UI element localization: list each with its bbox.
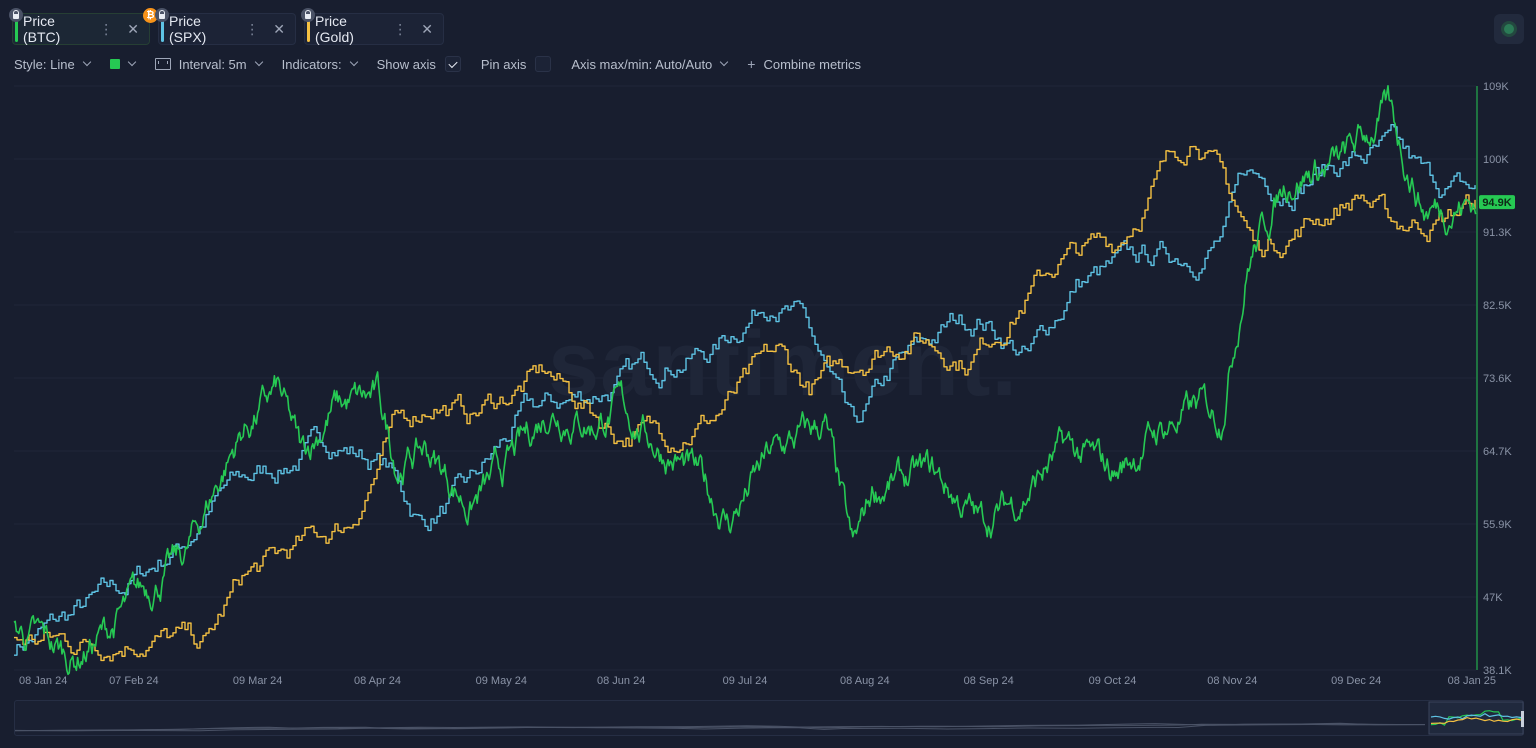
x-tick-label: 09 Oct 24 (1089, 675, 1137, 687)
pin-axis-checkbox[interactable] (535, 56, 552, 72)
more-options-icon[interactable]: ⋮ (99, 20, 114, 37)
close-icon[interactable]: ✕ (127, 20, 139, 37)
more-options-icon[interactable]: ⋮ (245, 20, 260, 37)
close-icon[interactable]: ✕ (273, 20, 285, 37)
tab-color-bar (15, 19, 18, 42)
status-dot-icon (1504, 24, 1514, 34)
series-line-pricegold (14, 145, 1476, 662)
color-swatch (109, 59, 120, 69)
pin-axis-label: Pin axis (480, 56, 527, 72)
x-tick-label: 08 Apr 24 (354, 675, 401, 687)
navigator-handle[interactable] (1521, 711, 1524, 727)
indicators-label: Indicators: (281, 56, 342, 72)
lock-icon (301, 8, 315, 22)
style-label: Style: Line (14, 56, 75, 72)
combine-metrics-button[interactable]: + Combine metrics (747, 56, 861, 72)
plus-icon: + (747, 56, 756, 72)
interval-dropdown[interactable]: Interval: 5m (154, 56, 263, 72)
range-navigator[interactable] (14, 700, 1524, 736)
bitcoin-icon: ₿ (143, 8, 158, 23)
chevron-down-icon (82, 57, 91, 67)
x-tick-label: 08 Jan 24 (19, 675, 67, 687)
x-tick-label: 09 Dec 24 (1331, 675, 1381, 687)
y-tick-label: 55.9K (1483, 519, 1512, 531)
pin-axis-toggle[interactable]: Pin axis (481, 56, 552, 72)
y-tick-label: 64.7K (1483, 446, 1512, 458)
status-indicator-button[interactable] (1494, 14, 1524, 44)
chevron-down-icon (720, 57, 729, 67)
ruler-icon (154, 58, 171, 70)
series-line-pricebtc (13, 85, 1477, 676)
y-axis: 109K 100K 91.3K 82.5K 73.6K 64.7K 55.9K 47K 38.1… (1476, 81, 1515, 677)
x-tick-label: 07 Feb 24 (109, 675, 159, 687)
y-tick-label: 82.5K (1483, 300, 1512, 312)
show-axis-checkbox[interactable] (444, 56, 461, 72)
style-dropdown[interactable]: Style: Line (14, 56, 91, 72)
combine-label: Combine metrics (763, 56, 862, 72)
navigator-window-series (1430, 713, 1522, 720)
show-axis-toggle[interactable]: Show axis (377, 56, 461, 72)
tab-color-bar (307, 19, 310, 42)
interval-label: Interval: 5m (178, 56, 247, 72)
navigator-series-line (14, 723, 1426, 732)
tab-price-gold[interactable]: Price (Gold) ⋮ ✕ (301, 8, 444, 45)
x-tick-label: 08 Aug 24 (840, 675, 890, 687)
navigator-window-series (1430, 716, 1522, 724)
x-tick-label: 09 Mar 24 (233, 675, 283, 687)
x-tick-label: 09 May 24 (476, 675, 527, 687)
y-tick-label: 47K (1483, 592, 1503, 604)
y-tick-label: 91.3K (1483, 227, 1512, 239)
close-icon[interactable]: ✕ (421, 20, 433, 37)
chevron-down-icon (254, 57, 263, 67)
x-tick-label: 08 Jan 25 (1448, 675, 1496, 687)
lock-icon (155, 8, 169, 22)
chart-series (13, 85, 1477, 676)
chart-grid (14, 85, 1476, 671)
series-line-pricespx (14, 123, 1476, 656)
y-tick-label: 100K (1483, 154, 1509, 166)
y-tick-label: 73.6K (1483, 373, 1512, 385)
tab-price-spx[interactable]: Price (SPX) ⋮ ✕ (155, 8, 296, 45)
current-value-badge (1479, 195, 1515, 210)
indicators-dropdown[interactable]: Indicators: (281, 56, 358, 72)
y-tick-label: 109K (1483, 81, 1509, 93)
more-options-icon[interactable]: ⋮ (393, 20, 408, 37)
axis-maxmin-label: Axis max/min: Auto/Auto (571, 56, 713, 72)
tab-price-btc[interactable]: ₿ Price (BTC) ⋮ ✕ (9, 8, 158, 45)
x-tick-label: 08 Jun 24 (597, 675, 645, 687)
navigator-preview (14, 701, 1524, 735)
axis-maxmin-dropdown[interactable]: Axis max/min: Auto/Auto (571, 56, 729, 72)
navigator-series-line (15, 723, 1426, 732)
x-tick-label: 08 Sep 24 (964, 675, 1014, 687)
color-dropdown[interactable] (109, 57, 136, 69)
y-tick-label: 38.1K (1483, 665, 1512, 677)
tab-label: Price (BTC) (23, 13, 61, 45)
tab-label: Price (SPX) (169, 13, 207, 45)
metric-tabs: ₿ Price (BTC) ⋮ ✕ Price (SPX) ⋮ ✕ Price … (9, 8, 444, 45)
x-tick-label: 08 Nov 24 (1207, 675, 1257, 687)
chevron-down-icon (349, 57, 358, 67)
x-tick-label: 09 Jul 24 (723, 675, 768, 687)
lock-icon (9, 8, 23, 22)
price-chart[interactable]: 08 Jan 24 07 Feb 24 09 Mar 24 08 Apr 24 09 M… (0, 80, 1536, 700)
chart-toolbar: Style: Line Interval: 5m Indicators: Sho… (14, 56, 881, 72)
current-value-label: 94.9K (1482, 197, 1511, 209)
tab-color-bar (161, 19, 164, 42)
x-axis: 08 Jan 24 07 Feb 24 09 Mar 24 08 Apr 24 09 M… (19, 675, 1496, 687)
show-axis-label: Show axis (376, 56, 436, 72)
chevron-down-icon (127, 57, 136, 67)
tab-label: Price (Gold) (315, 13, 354, 45)
